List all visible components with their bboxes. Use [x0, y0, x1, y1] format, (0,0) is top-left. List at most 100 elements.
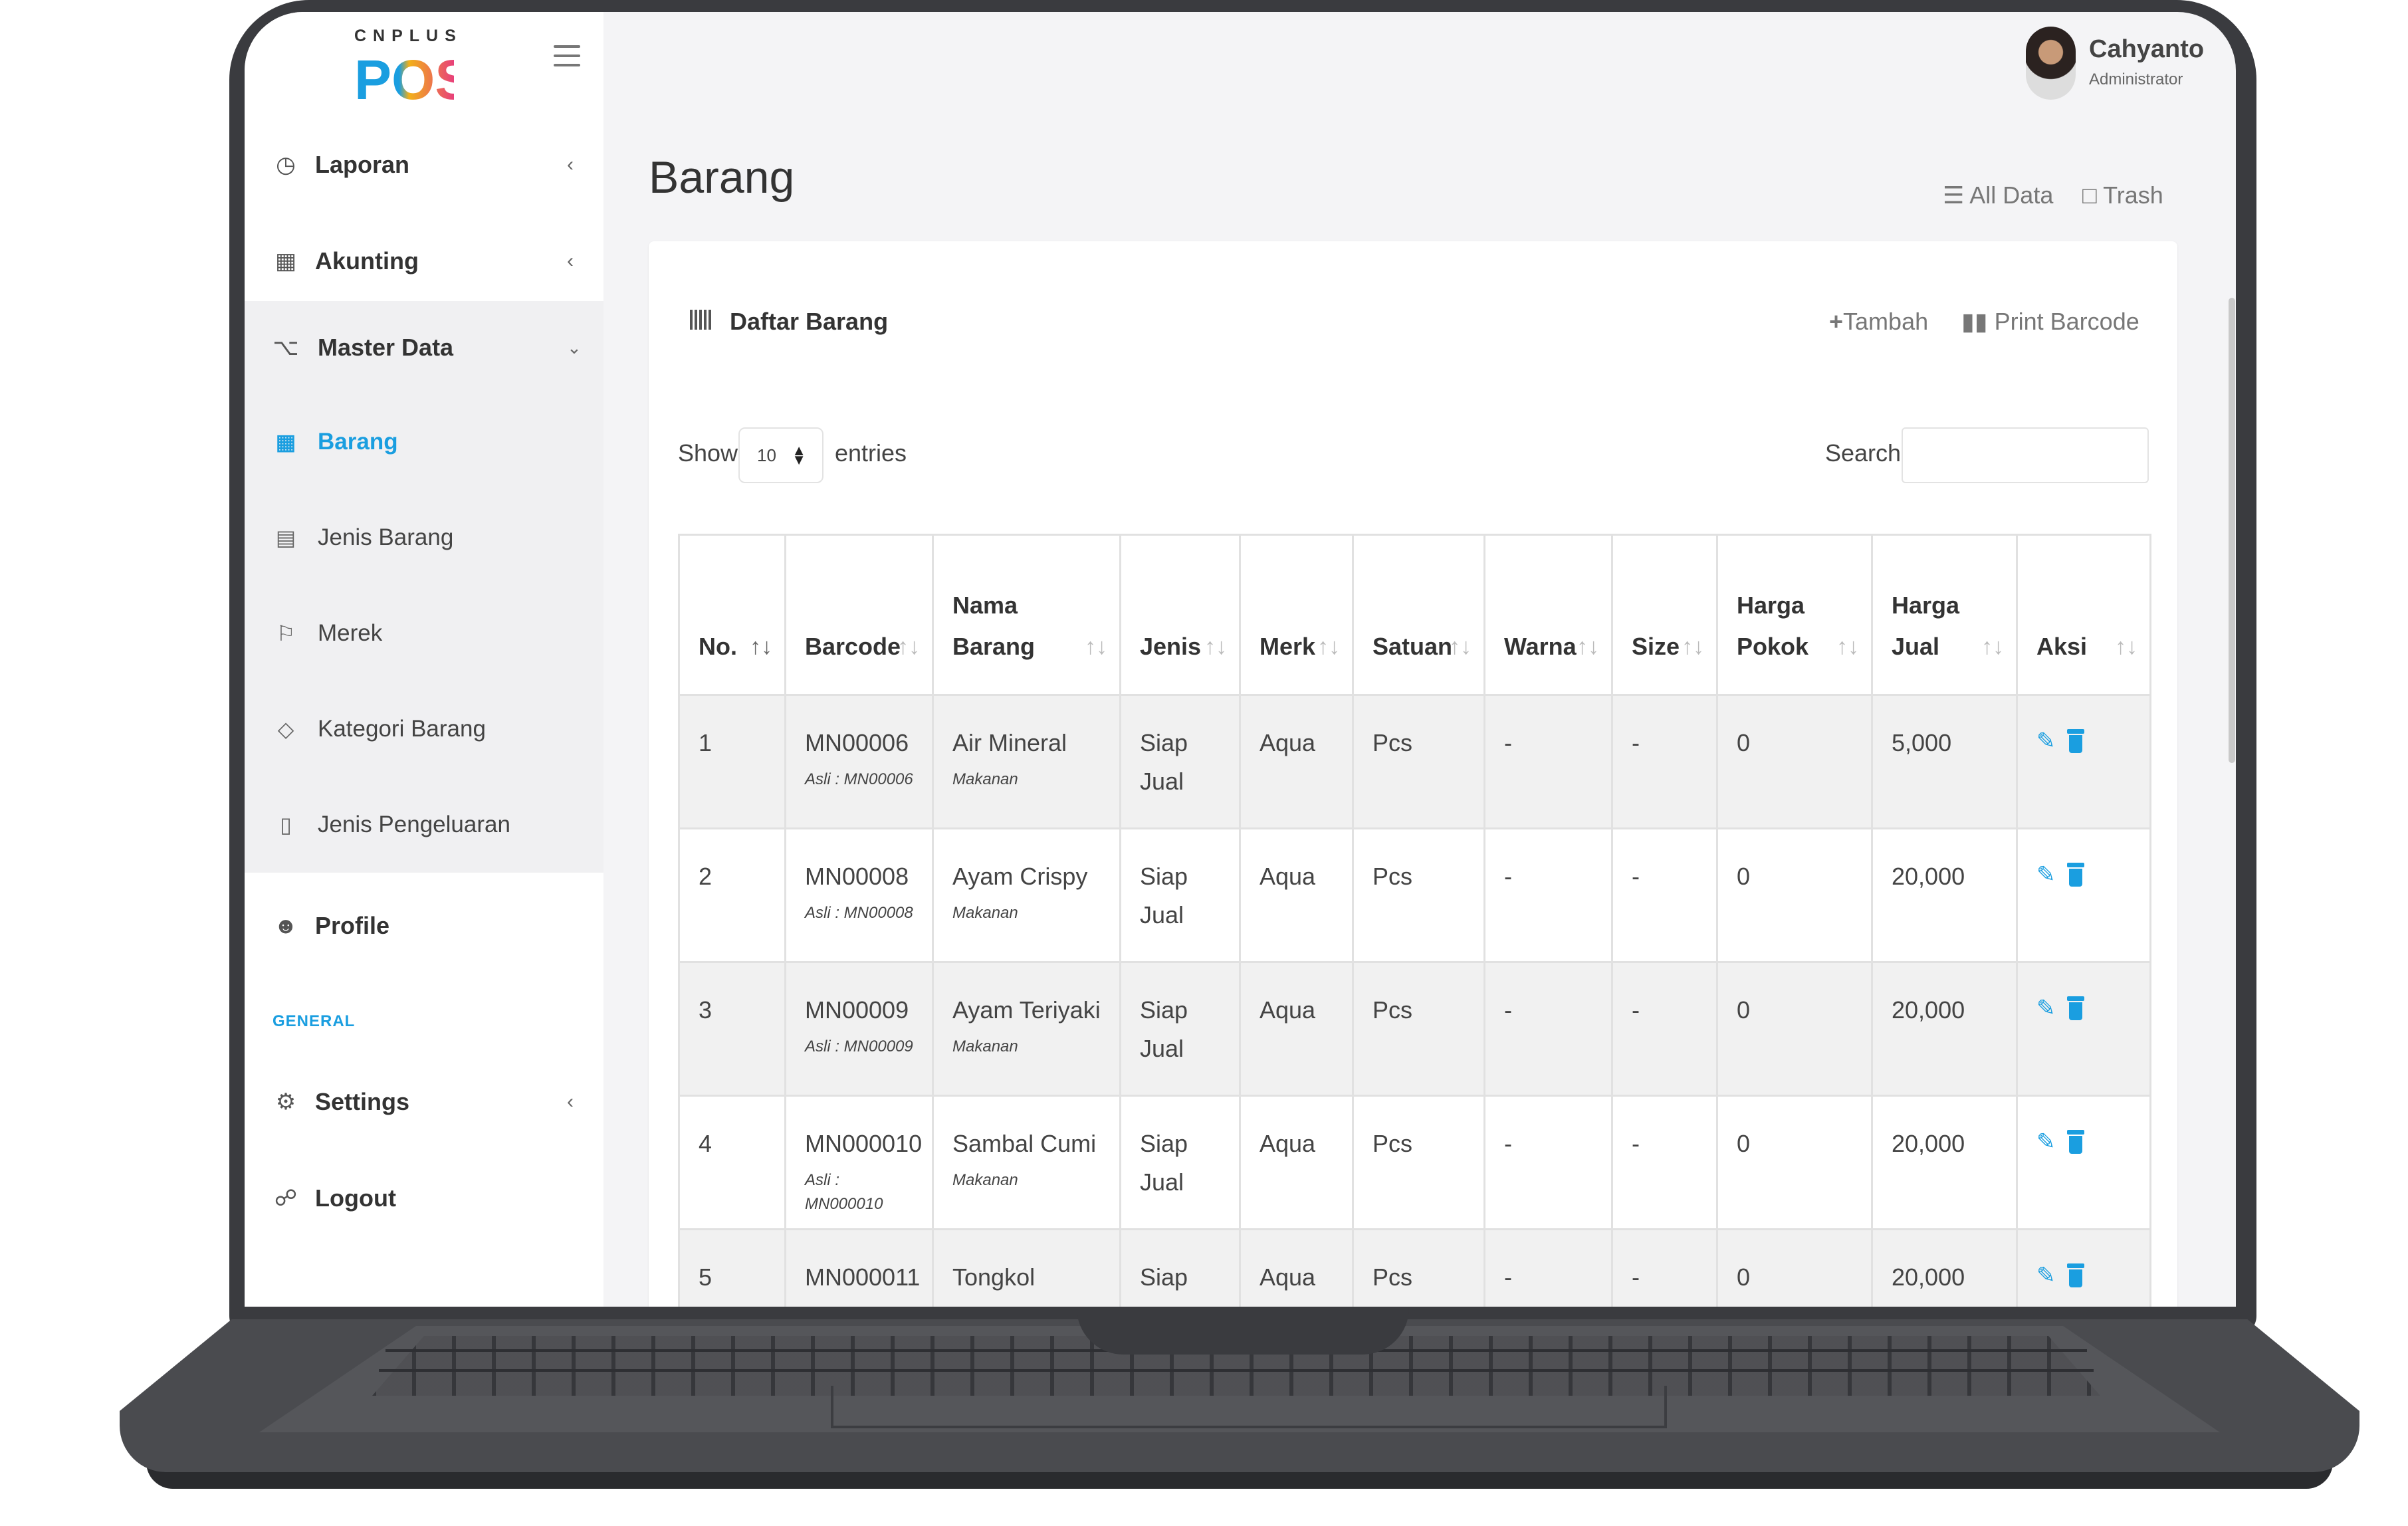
sidebar-item-settings[interactable]: ⚙ Settings ‹ [245, 1055, 603, 1148]
cell-merk: Aqua [1239, 961, 1354, 1097]
chevron-left-icon: ‹ [567, 250, 574, 272]
delete-icon[interactable] [2067, 1130, 2084, 1154]
column-header-harga-jual[interactable]: Harga Jual ↑↓ [1871, 534, 2018, 696]
cell-size: - [1611, 827, 1718, 963]
hamburger-menu-icon[interactable] [554, 45, 580, 72]
sort-icon: ↑↓ [1836, 634, 1859, 659]
column-header-merk[interactable]: Merk ↑↓ [1239, 534, 1354, 696]
cell-barcode: MN00006 Asli : MN00006 [784, 694, 934, 829]
column-header-size[interactable]: Size ↑↓ [1611, 534, 1718, 696]
page-title: Barang [649, 152, 795, 203]
column-header-jenis[interactable]: Jenis ↑↓ [1119, 534, 1241, 696]
sidebar-item-master-data[interactable]: ⌥ Master Data ⌄ [245, 301, 603, 394]
cell-harga-pokok: 0 [1716, 1228, 1873, 1307]
edit-icon[interactable]: ✎ [2036, 996, 2056, 1021]
cell-aksi: ✎ [2016, 1228, 2151, 1307]
barcode-original: Asli : MN00009 [805, 1037, 913, 1055]
sidebar-item-profile[interactable]: ☻ Profile [245, 879, 603, 972]
entries-value: 10 [757, 445, 776, 465]
sidebar-item-akunting[interactable]: ▦ Akunting ‹ [245, 215, 603, 308]
page-scrollbar[interactable] [2229, 298, 2235, 763]
sidebar-item-jenis-pengeluaran[interactable]: ▯ Jenis Pengeluaran [245, 778, 603, 871]
cell-warna: - [1483, 1228, 1613, 1307]
sort-icon: ↑↓ [2115, 634, 2137, 659]
barcode-original: Asli : MN000010 [805, 1171, 883, 1213]
kategori-label: Makanan [952, 904, 1018, 922]
chevron-left-icon: ‹ [567, 154, 574, 175]
trash-outline-icon: □ [2082, 181, 2104, 209]
show-label: Show [678, 439, 738, 467]
table-row: 5 MN000011Asli : MN000011 Tongkol SuwirM… [678, 1228, 2151, 1307]
table-row: 2 MN00008 Asli : MN00008 Ayam Crispy Makan… [678, 827, 2151, 963]
sort-icon: ↑↓ [1682, 634, 1704, 659]
keyboard-row-divider [379, 1369, 2094, 1372]
entries-select[interactable]: 10 ▲ ▼ [738, 427, 823, 483]
trash-link[interactable]: □ Trash [2082, 181, 2163, 209]
column-header-satuan[interactable]: Satuan ↑↓ [1352, 534, 1485, 696]
tag-icon: ◇ [277, 717, 294, 741]
sidebar-item-jenis-barang[interactable]: ▤ Jenis Barang [245, 491, 603, 584]
logo-wordmark: POS [354, 49, 473, 111]
edit-icon[interactable]: ✎ [2036, 728, 2056, 754]
delete-icon[interactable] [2067, 863, 2084, 887]
table-row: 3 MN00009 Asli : MN00009 Ayam Teriyaki Mak… [678, 961, 2151, 1097]
sidebar-item-barang[interactable]: ▦ Barang [245, 395, 603, 489]
cell-merk: Aqua [1239, 827, 1354, 963]
chevron-left-icon: ‹ [567, 1091, 574, 1113]
kategori-label: Makanan [952, 770, 1018, 788]
sidebar-item-label: Kategori Barang [318, 716, 486, 742]
column-header-warna[interactable]: Warna ↑↓ [1483, 534, 1613, 696]
cell-satuan: Pcs [1352, 1228, 1485, 1307]
column-header-aksi[interactable]: Aksi ↑↓ [2016, 534, 2151, 696]
cell-barcode: MN000011Asli : MN000011 [784, 1228, 934, 1307]
cell-nama-barang: Ayam Teriyaki Makanan [932, 961, 1121, 1097]
edit-icon[interactable]: ✎ [2036, 1129, 2056, 1154]
cell-size: - [1611, 1095, 1718, 1230]
cell-barcode: MN00009 Asli : MN00009 [784, 961, 934, 1097]
user-icon: ☻ [274, 913, 298, 938]
trash-label: Trash [2103, 181, 2163, 209]
sidebar-item-kategori-barang[interactable]: ◇ Kategori Barang [245, 683, 603, 776]
column-header-harga-pokok[interactable]: Harga Pokok ↑↓ [1716, 534, 1873, 696]
column-header-barcode[interactable]: Barcode ↑↓ [784, 534, 934, 696]
sidebar-item-label: Jenis Barang [318, 524, 454, 550]
barcode-original: Asli : MN00008 [805, 904, 913, 922]
barcode-icon: ▮▮ [1961, 308, 1995, 335]
delete-icon[interactable] [2067, 729, 2084, 753]
cell-aksi: ✎ [2016, 694, 2151, 829]
print-barcode-button[interactable]: ▮▮ Print Barcode [1961, 308, 2139, 336]
column-header-no[interactable]: No. ↑↓ [678, 534, 786, 696]
delete-icon[interactable] [2067, 1263, 2084, 1287]
edit-icon[interactable]: ✎ [2036, 1263, 2056, 1288]
cell-nama-barang: Tongkol SuwirMakanan [932, 1228, 1121, 1307]
edit-icon[interactable]: ✎ [2036, 862, 2056, 887]
search-label: Search: [1825, 439, 1908, 467]
sidebar-item-logout[interactable]: ☍ Logout [245, 1152, 603, 1245]
entries-label: entries [835, 439, 907, 467]
laptop-hinge [1077, 1308, 1409, 1355]
cell-harga-jual: 20,000 [1871, 827, 2018, 963]
barcode-icon [690, 310, 711, 330]
cell-harga-pokok: 0 [1716, 694, 1873, 829]
sidebar-item-laporan[interactable]: ◷ Laporan ‹ [245, 118, 603, 211]
grid-icon: ▦ [275, 430, 296, 454]
delete-icon[interactable] [2067, 996, 2084, 1020]
table-row: 1 MN00006 Asli : MN00006 Air Mineral Makan… [678, 694, 2151, 829]
cell-barcode: MN000010 Asli : MN000010 [784, 1095, 934, 1230]
sidebar-item-label: Laporan [315, 151, 410, 178]
user-name[interactable]: Cahyanto [2089, 35, 2205, 63]
add-button[interactable]: +Tambah [1829, 308, 1928, 336]
avatar[interactable] [2026, 27, 2076, 100]
cell-warna: - [1483, 1095, 1613, 1230]
app-logo[interactable]: CNPLUS POS [354, 27, 473, 113]
cell-harga-pokok: 0 [1716, 1095, 1873, 1230]
sidebar-item-label: Profile [315, 912, 390, 939]
all-data-link[interactable]: ☰ All Data [1943, 181, 2053, 209]
sort-icon: ↑↓ [750, 634, 772, 659]
column-header-nama-barang[interactable]: Nama Barang ↑↓ [932, 534, 1121, 696]
search-input[interactable] [1902, 427, 2149, 483]
list-icon: ☰ [1943, 181, 1970, 209]
sidebar-item-merek[interactable]: ⚐ Merek [245, 587, 603, 680]
